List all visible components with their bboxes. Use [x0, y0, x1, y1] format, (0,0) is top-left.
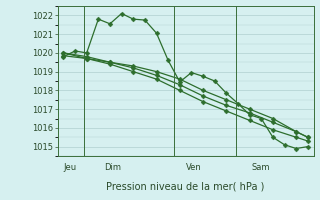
Text: Ven: Ven [186, 163, 201, 172]
Text: Pression niveau de la mer( hPa ): Pression niveau de la mer( hPa ) [107, 182, 265, 192]
Text: Jeu: Jeu [63, 163, 76, 172]
Text: Sam: Sam [252, 163, 270, 172]
Text: Dim: Dim [104, 163, 121, 172]
